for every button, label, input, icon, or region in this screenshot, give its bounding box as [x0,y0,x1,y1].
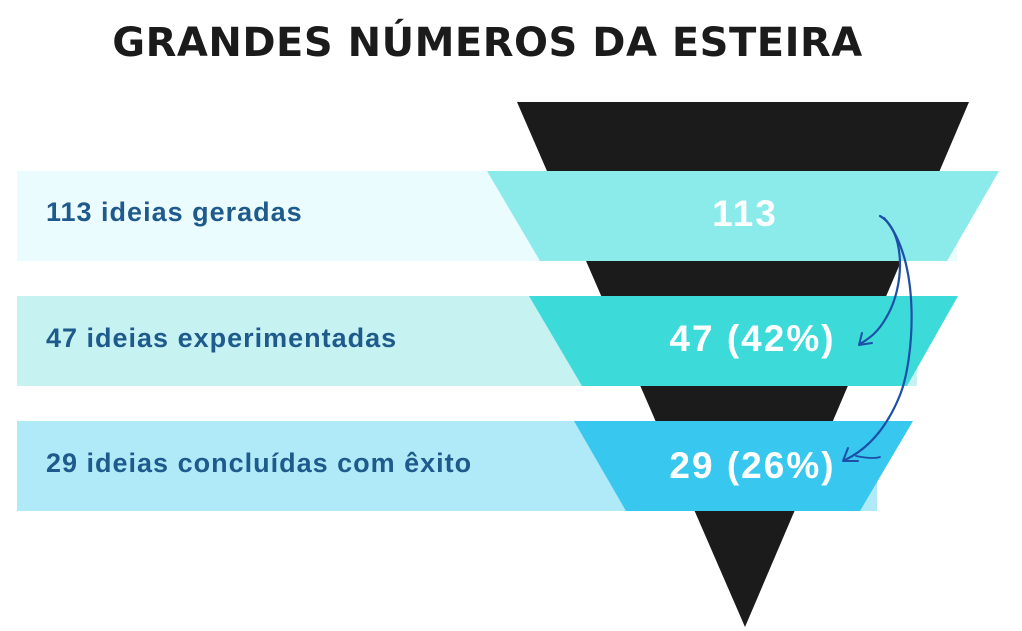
arrow-tail-2 [855,455,881,459]
funnel-segment-experimented [529,296,958,386]
funnel-segment-generated [487,171,999,261]
row-value-experimented: 47 (42%) [669,318,836,359]
row-label-experimented: 47 ideias experimentadas [46,323,398,353]
page-title: GRANDES NÚMEROS DA ESTEIRA [112,20,863,66]
row-label-generated: 113 ideias geradas [46,197,303,227]
row-value-completed: 29 (26%) [669,445,836,486]
funnel-segment-completed [574,421,913,511]
arrow-generated-to-completed [843,216,913,462]
flow-arrows [842,214,913,462]
arrow-head-2 [842,447,859,462]
row-value-generated: 113 [712,193,778,234]
arrow-head-1 [858,332,873,346]
row-label-completed: 29 ideias concluídas com êxito [46,448,473,478]
